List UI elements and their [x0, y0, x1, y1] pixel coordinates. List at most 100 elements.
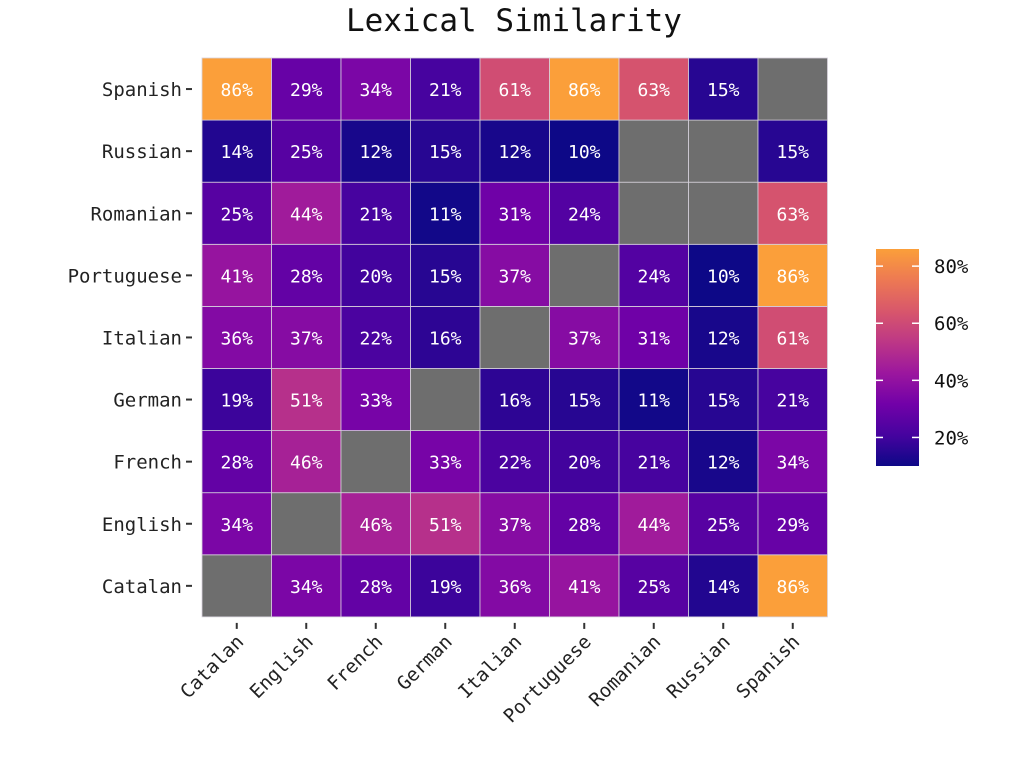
heatmap-cell	[340, 430, 411, 494]
cell-value-label: 21%	[359, 204, 392, 225]
cell-value-label: 51%	[429, 515, 462, 536]
cell-value-label: 25%	[290, 142, 323, 163]
cell-value-label: 28%	[568, 515, 601, 536]
cell-value-label: 37%	[498, 515, 531, 536]
cell-value-label: 10%	[707, 266, 740, 287]
cell-value-label: 15%	[429, 142, 462, 163]
y-tick-label: Catalan	[102, 576, 182, 598]
cell-value-label: 15%	[707, 80, 740, 101]
heatmap-cell	[479, 243, 550, 307]
y-tick-label: English	[102, 514, 182, 536]
heatmap-cell	[271, 181, 342, 245]
x-tick-label: German	[393, 631, 457, 695]
heatmap-cell	[479, 305, 550, 369]
cell-value-label: 63%	[637, 80, 670, 101]
y-tick-label: French	[113, 452, 182, 474]
cell-value-label: 51%	[290, 391, 323, 412]
y-tick-label: Italian	[102, 327, 182, 349]
heatmap-cells: 34% 28% 19% 36% 41% 25% 14% 86% 34% 46% 51% 37% 28% 4…	[201, 57, 828, 618]
cell-value-label: 28%	[359, 577, 392, 598]
heatmap-cell	[201, 492, 272, 556]
cell-value-label: 16%	[429, 328, 462, 349]
cell-value-label: 29%	[776, 515, 809, 536]
cell-value-label: 20%	[359, 266, 392, 287]
heatmap-cell	[757, 57, 828, 121]
cell-value-label: 24%	[637, 266, 670, 287]
x-tick-label: Italian	[454, 631, 526, 703]
heatmap-cell	[618, 305, 689, 369]
colorbar-tick-label: 20%	[934, 427, 969, 449]
cell-value-label: 34%	[776, 453, 809, 474]
cell-value-label: 34%	[290, 577, 323, 598]
cell-value-label: 12%	[707, 453, 740, 474]
heatmap-cell	[479, 119, 550, 183]
colorbar-tick-label: 80%	[934, 256, 969, 278]
heatmap-cell	[549, 57, 620, 121]
cell-value-label: 25%	[637, 577, 670, 598]
heatmap-cell	[410, 430, 481, 494]
cell-value-label: 86%	[568, 80, 601, 101]
cell-value-label: 33%	[429, 453, 462, 474]
heatmap-cell	[271, 305, 342, 369]
cell-value-label: 15%	[707, 391, 740, 412]
cell-value-label: 25%	[707, 515, 740, 536]
cell-value-label: 15%	[429, 266, 462, 287]
cell-value-label: 10%	[568, 142, 601, 163]
heatmap-cell	[549, 492, 620, 556]
cell-value-label: 41%	[568, 577, 601, 598]
heatmap-cell	[688, 181, 759, 245]
x-tick-label: English	[246, 631, 318, 703]
x-tick-label: Spanish	[732, 631, 804, 703]
cell-value-label: 21%	[429, 80, 462, 101]
heatmap-cell	[757, 305, 828, 369]
heatmap-cell	[479, 57, 550, 121]
cell-value-label: 86%	[776, 266, 809, 287]
heatmap-cell	[201, 368, 272, 431]
heatmap-cell	[340, 305, 411, 369]
heatmap-cell	[410, 119, 481, 183]
heatmap-cell	[549, 243, 620, 307]
cell-value-label: 22%	[498, 453, 531, 474]
cell-value-label: 29%	[290, 80, 323, 101]
heatmap-cell	[479, 181, 550, 245]
cell-value-label: 19%	[220, 391, 253, 412]
cell-value-label: 25%	[220, 204, 253, 225]
heatmap-cell	[618, 554, 689, 618]
heatmap-cell	[201, 430, 272, 494]
colorbar-tick-label: 60%	[934, 313, 969, 335]
cell-value-label: 61%	[776, 328, 809, 349]
cell-value-label: 37%	[290, 328, 323, 349]
heatmap-cell	[757, 492, 828, 556]
cell-value-label: 20%	[568, 453, 601, 474]
heatmap-cell	[757, 554, 828, 618]
heatmap-cell	[201, 554, 272, 618]
heatmap-cell	[549, 368, 620, 431]
heatmap-cell	[757, 181, 828, 245]
heatmap-cell	[201, 181, 272, 245]
heatmap-cell	[340, 492, 411, 556]
heatmap-cell	[410, 305, 481, 369]
heatmap-cell	[618, 181, 689, 245]
cell-value-label: 34%	[220, 515, 253, 536]
cell-value-label: 28%	[220, 453, 253, 474]
heatmap-cell	[201, 243, 272, 307]
y-tick-label: Russian	[102, 141, 182, 163]
cell-value-label: 41%	[220, 266, 253, 287]
heatmap-cell	[757, 430, 828, 494]
heatmap-cell	[549, 181, 620, 245]
chart-title: Lexical Similarity	[346, 3, 682, 39]
heatmap-cell	[340, 368, 411, 431]
cell-value-label: 15%	[776, 142, 809, 163]
heatmap-cell	[479, 368, 550, 431]
cell-value-label: 12%	[359, 142, 392, 163]
x-tick-label: Russian	[663, 631, 735, 703]
heatmap-cell	[688, 243, 759, 307]
x-tick-label: French	[323, 631, 387, 695]
y-axis: Catalan English French German Italian Portugu…	[68, 79, 192, 598]
cell-value-label: 37%	[568, 328, 601, 349]
cell-value-label: 31%	[498, 204, 531, 225]
heatmap-cell	[479, 492, 550, 556]
cell-value-label: 24%	[568, 204, 601, 225]
heatmap-cell	[688, 430, 759, 494]
